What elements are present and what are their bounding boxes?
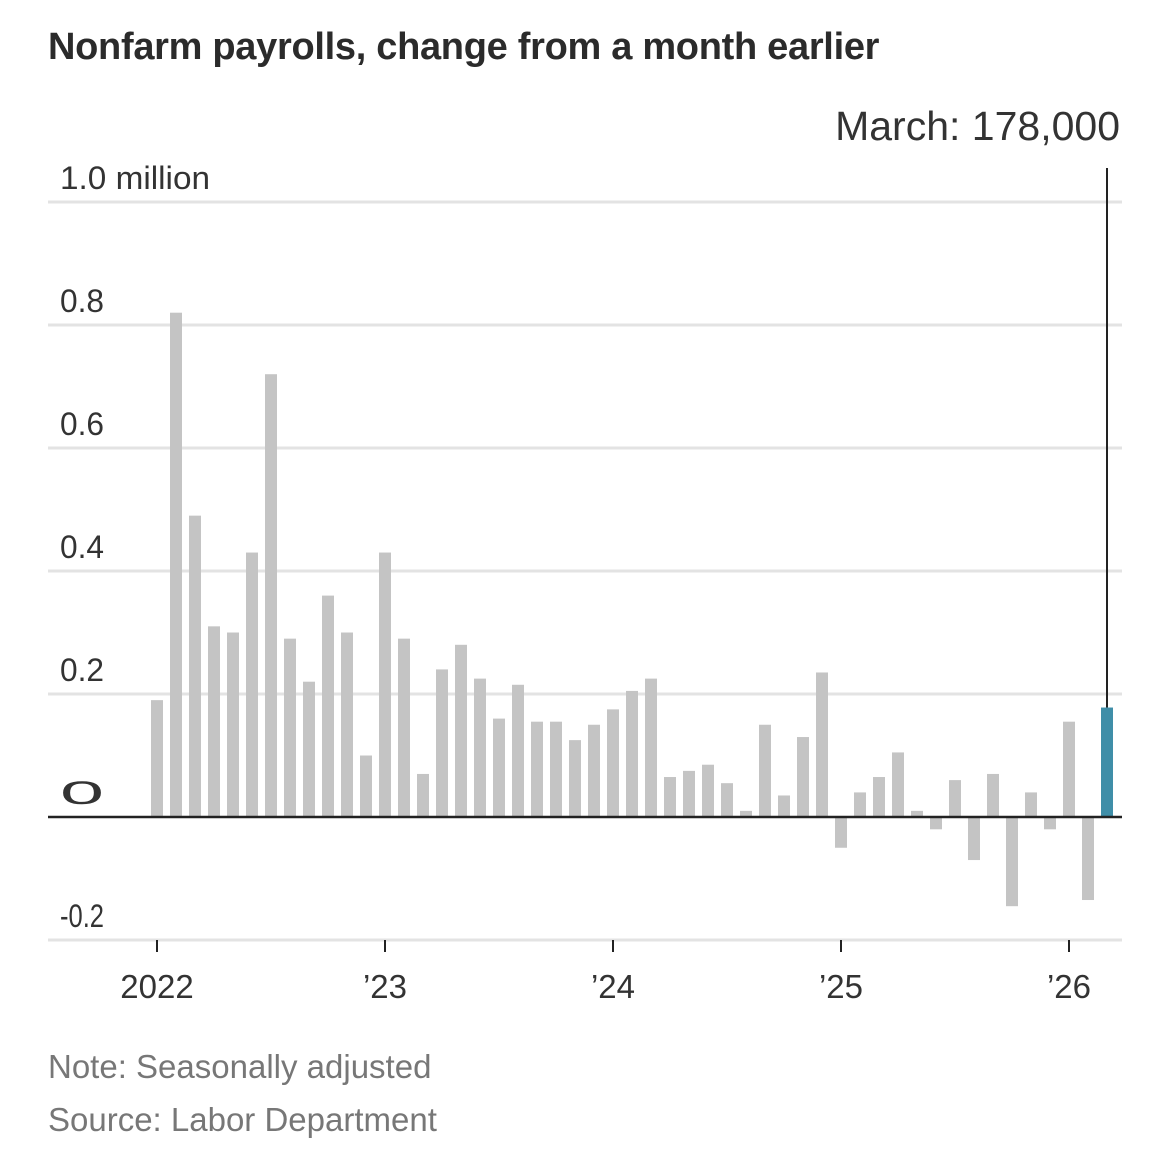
bar <box>398 638 410 817</box>
bar <box>683 770 695 817</box>
chart-title: Nonfarm payrolls, change from a month ea… <box>48 26 880 68</box>
bar <box>664 777 676 817</box>
bar <box>949 780 961 817</box>
bar <box>493 718 505 817</box>
bar <box>208 626 220 817</box>
bar <box>322 595 334 817</box>
bar <box>341 632 353 817</box>
axis-labels: 1.0 million 0.8 0.6 0.4 0.2 0 -0.2 2022 ’23 ’24 ’2… <box>60 103 1120 1005</box>
bar <box>1025 792 1037 817</box>
bar <box>379 552 391 817</box>
bar <box>151 700 163 817</box>
bar <box>588 724 600 817</box>
source-text: Source: Labor Department <box>48 1101 437 1138</box>
bar <box>721 783 733 817</box>
bar <box>1006 817 1018 907</box>
bar <box>797 737 809 817</box>
x-tick-label: ’25 <box>819 968 863 1005</box>
x-tick-label: ’26 <box>1047 968 1091 1005</box>
bar <box>417 773 429 817</box>
bar <box>702 764 714 817</box>
grid-lines <box>48 200 1122 942</box>
highlight-bar <box>1101 707 1113 817</box>
bar <box>778 795 790 817</box>
y-tick-label: 0.2 <box>60 652 104 688</box>
bar <box>227 632 239 817</box>
bar <box>740 810 752 817</box>
bar <box>360 755 372 817</box>
bar <box>1063 721 1075 817</box>
bar <box>892 752 904 817</box>
bar <box>265 374 277 817</box>
bar <box>1082 817 1094 901</box>
bars <box>151 312 1113 907</box>
bar-chart: 1.0 million 0.8 0.6 0.4 0.2 0 -0.2 2022 ’23 ’24 ’2… <box>48 103 1122 1005</box>
bar <box>550 721 562 817</box>
bar <box>930 817 942 830</box>
bar <box>645 678 657 817</box>
bar <box>835 817 847 848</box>
bar <box>1044 817 1056 830</box>
x-tick-label: 2022 <box>120 968 193 1005</box>
bar <box>246 552 258 817</box>
bar <box>987 773 999 817</box>
x-tick-label: ’24 <box>591 968 635 1005</box>
bar <box>626 690 638 817</box>
bar <box>436 669 448 817</box>
bar <box>607 709 619 817</box>
bar <box>284 638 296 817</box>
bar <box>531 721 543 817</box>
y-tick-label: 0.8 <box>60 283 104 319</box>
bar <box>474 678 486 817</box>
y-tick-label: 0.4 <box>60 529 104 565</box>
bar <box>911 810 923 817</box>
bar <box>759 724 771 817</box>
bar <box>968 817 980 861</box>
bar <box>873 777 885 817</box>
axes <box>48 168 1122 952</box>
bar <box>512 684 524 817</box>
bar <box>455 644 467 817</box>
bar <box>303 681 315 817</box>
bar <box>569 740 581 817</box>
bar <box>854 792 866 817</box>
y-tick-label: -0.2 <box>60 898 104 934</box>
annotation-label: March: 178,000 <box>835 103 1120 149</box>
x-tick-label: ’23 <box>363 968 407 1005</box>
y-tick-label: 1.0 million <box>60 160 210 196</box>
y-tick-label: 0.6 <box>60 406 104 442</box>
bar <box>189 515 201 817</box>
note-text: Note: Seasonally adjusted <box>48 1048 432 1085</box>
y-tick-label: 0 <box>60 775 104 811</box>
bar <box>816 672 828 817</box>
bar <box>170 312 182 817</box>
